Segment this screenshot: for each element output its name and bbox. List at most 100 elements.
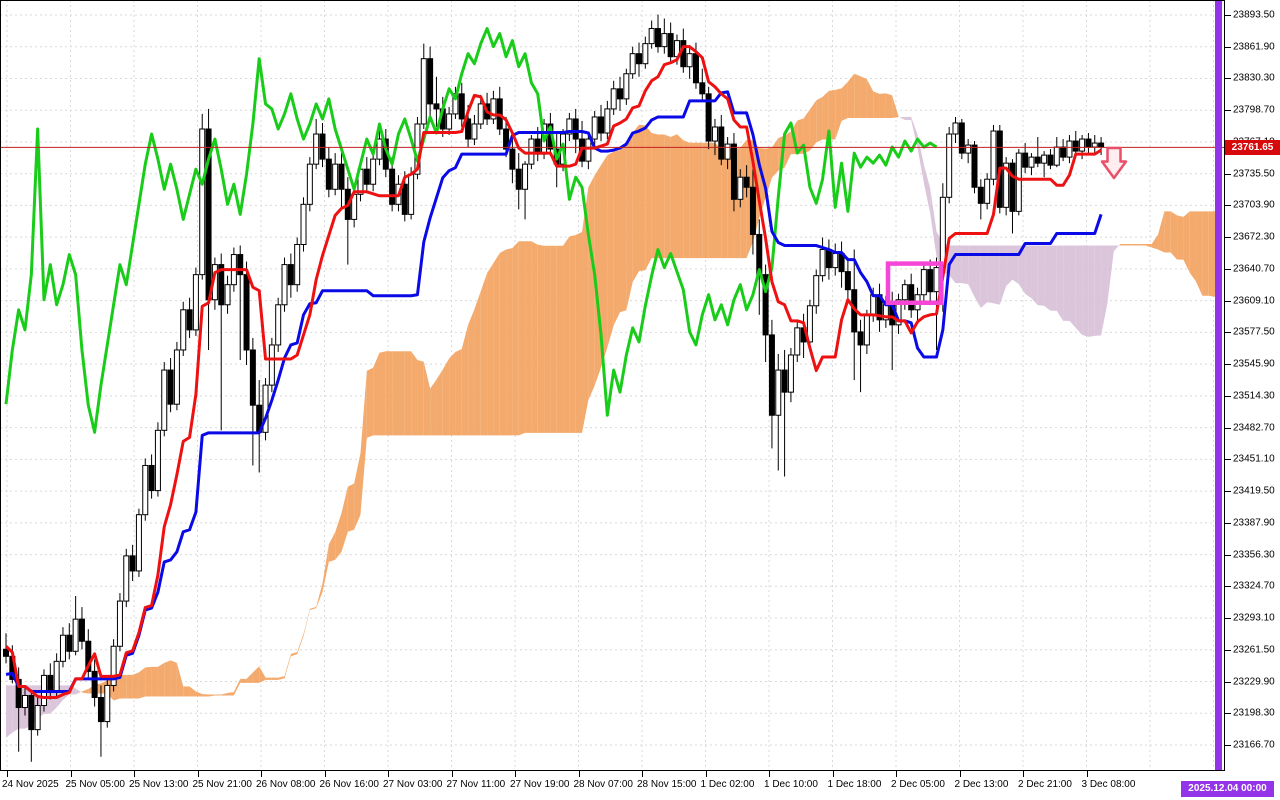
- candle: [1060, 146, 1067, 158]
- candle: [1015, 152, 1022, 212]
- ichimoku-cloud-segment: [917, 134, 924, 183]
- ichimoku-cloud-segment: [714, 142, 722, 259]
- ichimoku-cloud-segment: [170, 660, 177, 697]
- candle: [832, 253, 839, 269]
- time-tick-mark: [578, 771, 580, 777]
- ichimoku-cloud-segment: [512, 241, 519, 436]
- ichimoku-cloud-segment: [885, 93, 893, 118]
- highlight-rectangle[interactable]: [885, 261, 944, 306]
- time-tick-mark: [832, 771, 834, 777]
- candle: [661, 33, 668, 48]
- ichimoku-cloud-segment: [651, 133, 658, 259]
- candle: [173, 349, 180, 405]
- ichimoku-cloud-segment: [708, 142, 715, 259]
- ichimoku-cloud-segment: [468, 309, 475, 436]
- ichimoku-cloud-segment: [657, 134, 665, 259]
- ichimoku-cloud-segment: [322, 544, 329, 593]
- candle: [1047, 154, 1054, 166]
- ichimoku-cloud-segment: [1177, 215, 1184, 260]
- time-tick-mark: [642, 771, 643, 777]
- candle: [465, 118, 472, 140]
- ichimoku-cloud-segment: [575, 231, 583, 433]
- current-price-badge: 23761.65: [1225, 140, 1280, 155]
- price-tick-mark: [1225, 110, 1231, 112]
- price-chart-plot[interactable]: [0, 0, 1225, 771]
- ichimoku-cloud-segment: [303, 608, 310, 637]
- candle: [977, 186, 984, 204]
- candle: [66, 634, 73, 652]
- candle: [1085, 138, 1092, 148]
- ichimoku-cloud-segment: [860, 76, 867, 118]
- ichimoku-cloud-segment: [379, 351, 386, 436]
- ichimoku-cloud-segment: [423, 361, 431, 436]
- candle: [243, 274, 250, 351]
- price-tick-label: 23703.90: [1233, 199, 1275, 211]
- candle: [408, 173, 415, 215]
- ichimoku-cloud-segment: [904, 116, 912, 120]
- candle: [604, 108, 611, 134]
- candle: [1053, 146, 1060, 166]
- ichimoku-cloud-segment: [1107, 245, 1114, 304]
- ichimoku-cloud-segment: [449, 351, 456, 436]
- ichimoku-cloud-segment: [278, 676, 285, 680]
- candle: [28, 694, 35, 731]
- price-tick-mark: [1225, 15, 1231, 16]
- candle: [281, 264, 288, 306]
- ichimoku-cloud-segment: [1025, 245, 1032, 299]
- candle: [21, 694, 28, 709]
- candle: [313, 133, 320, 165]
- ichimoku-cloud-segment: [341, 486, 348, 552]
- ichimoku-cloud-segment: [385, 351, 393, 436]
- ichimoku-cloud-segment: [866, 79, 874, 118]
- candle: [648, 28, 655, 45]
- candle: [34, 705, 41, 731]
- candle: [749, 186, 756, 235]
- candle: [819, 249, 826, 277]
- ichimoku-cloud-segment: [246, 672, 253, 683]
- price-tick-mark: [1225, 649, 1231, 651]
- vertical-date-line[interactable]: [1215, 1, 1222, 770]
- ichimoku-cloud-segment: [1164, 211, 1171, 253]
- candle: [142, 464, 149, 516]
- candle: [97, 696, 104, 723]
- ichimoku-cloud-segment: [271, 677, 279, 680]
- ichimoku-cloud-segment: [227, 691, 234, 696]
- ichimoku-cloud-segment: [1088, 245, 1095, 337]
- candle: [813, 275, 820, 307]
- price-tick-mark: [1225, 173, 1231, 175]
- time-axis: 24 Nov 2025 25 Nov 05:00 25 Nov 13:00 25 No…: [0, 771, 1280, 800]
- candle: [167, 369, 174, 405]
- time-tick-label: 27 Nov 19:00: [510, 779, 570, 790]
- ichimoku-cloud-segment: [328, 532, 336, 562]
- ichimoku-cloud-segment: [980, 245, 988, 309]
- candle: [692, 53, 699, 84]
- ichimoku-cloud-segment: [233, 678, 241, 696]
- ichimoku-cloud-segment: [544, 245, 551, 433]
- ichimoku-cloud-segment: [297, 633, 304, 655]
- price-tick-label: 23861.90: [1233, 41, 1275, 53]
- ichimoku-cloud-segment: [550, 245, 557, 433]
- ichimoku-cloud-segment: [1082, 245, 1089, 337]
- time-tick-mark: [324, 771, 326, 777]
- ichimoku-cloud-segment: [309, 606, 317, 611]
- candle: [901, 284, 908, 301]
- candle: [844, 271, 851, 291]
- candle: [389, 168, 396, 205]
- sell-signal-arrow[interactable]: [1100, 146, 1128, 180]
- candle: [458, 93, 465, 120]
- ichimoku-cloud-segment: [1018, 245, 1026, 294]
- ichimoku-cloud-segment: [138, 667, 146, 699]
- ichimoku-cloud-segment: [354, 453, 361, 530]
- candle: [319, 133, 326, 160]
- ichimoku-cloud-segment: [1101, 245, 1108, 336]
- candle: [78, 618, 85, 642]
- candle: [1079, 138, 1086, 152]
- ichimoku-cloud-segment: [1056, 245, 1064, 321]
- ichimoku-cloud-segment: [835, 88, 842, 140]
- ichimoku-cloud-segment: [930, 188, 937, 257]
- time-tick-mark: [959, 771, 961, 777]
- candle: [1066, 140, 1073, 158]
- ichimoku-cloud-segment: [474, 291, 481, 436]
- candle: [654, 28, 661, 48]
- candle: [1072, 140, 1079, 152]
